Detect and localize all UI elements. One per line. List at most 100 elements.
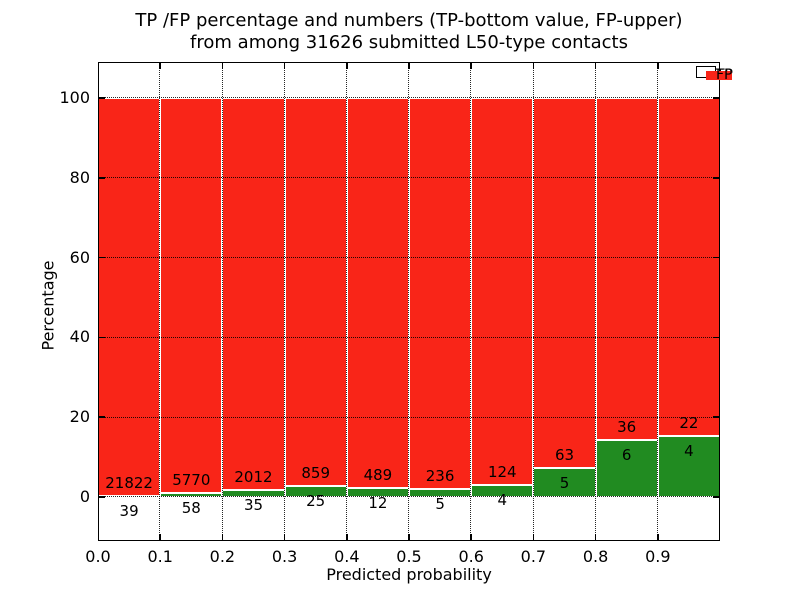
x-tick-top	[346, 62, 348, 69]
y-tick-right	[713, 97, 720, 99]
x-tick-label: 0.4	[334, 547, 360, 566]
fp-count-label: 2012	[234, 468, 273, 487]
y-tick-right	[713, 176, 720, 179]
y-tick-left	[98, 416, 105, 419]
x-tick-bottom	[657, 534, 659, 541]
x-axis-label: Predicted probability	[326, 565, 492, 584]
x-tick-label: 0.9	[645, 547, 671, 566]
x-gridline	[657, 62, 659, 541]
fp-count-label: 859	[301, 463, 330, 482]
legend: TPFP	[696, 66, 733, 82]
y-tick-left	[98, 97, 105, 99]
fp-count-label: 236	[425, 466, 455, 485]
y-tick-label: 20	[69, 407, 90, 427]
bar-fp-segment	[595, 97, 658, 441]
y-tick-left	[98, 496, 105, 498]
x-gridline	[159, 62, 161, 541]
chart-title-line2: from among 31626 submitted L50-type cont…	[190, 32, 628, 53]
y-tick-right	[713, 256, 720, 259]
y-tick-label: 100	[59, 87, 90, 107]
x-gridline	[408, 62, 410, 541]
plot-area: 21822 39 5770 58 2012 35 859 25 489 12 236 5 124 4 63 5…	[98, 62, 733, 541]
bar-fp-segment	[471, 97, 534, 485]
fp-count-label: 22	[679, 413, 699, 432]
x-gridline	[532, 62, 534, 541]
y-tick-label: 40	[69, 327, 90, 347]
bar-tp-segment	[533, 467, 596, 498]
y-gridline	[98, 97, 720, 99]
x-tick-label: 0.3	[271, 547, 298, 566]
tp-count-label: 5	[559, 473, 570, 492]
y-tick-left	[98, 256, 105, 259]
tick-layer	[98, 62, 720, 541]
bar-fp-segment	[346, 97, 409, 488]
bars-layer	[98, 62, 720, 541]
x-tick-top	[470, 62, 472, 69]
y-tick-left	[98, 176, 105, 179]
bar-tp-segment	[657, 435, 720, 498]
x-tick-bottom	[283, 534, 286, 541]
tp-count-label: 58	[181, 499, 201, 518]
fp-count-label: 21822	[105, 474, 153, 493]
x-tick-bottom	[408, 534, 410, 541]
x-tick-label: 0.5	[396, 547, 422, 566]
bar-fp-segment	[284, 97, 347, 486]
tp-count-label: 12	[368, 493, 388, 512]
y-tick-right	[713, 336, 720, 339]
fp-count-label: 489	[363, 465, 393, 484]
x-gridline	[283, 62, 285, 541]
x-tick-label: 0.7	[520, 547, 547, 566]
chart-title-line1: TP /FP percentage and numbers (TP-bottom…	[135, 10, 683, 31]
x-gridline	[594, 62, 596, 541]
tp-count-label: 25	[306, 491, 326, 510]
bar-fp-segment	[98, 97, 161, 497]
x-tick-label: 0.0	[85, 547, 111, 566]
bar-label-layer: 21822 39 5770 58 2012 35 859 25 489 12 236 5 124 4 63 5…	[98, 62, 720, 541]
x-tick-top	[283, 62, 286, 69]
x-gridline	[221, 62, 223, 541]
bar-fp-segment	[222, 97, 285, 491]
tp-count-label: 39	[119, 502, 139, 521]
y-gridline	[98, 177, 720, 178]
y-gridline	[98, 416, 720, 418]
tp-count-label: 4	[497, 490, 508, 509]
fp-count-label: 5770	[172, 471, 211, 490]
x-tick-top	[159, 62, 161, 69]
x-tick-bottom	[221, 534, 224, 541]
x-tick-bottom	[470, 534, 472, 541]
tp-count-label: 4	[684, 441, 694, 460]
fp-count-label: 36	[617, 418, 637, 437]
x-gridline	[346, 62, 348, 541]
tp-count-label: 5	[435, 494, 445, 513]
legend-label-fp: FP	[716, 67, 733, 83]
bar-fp-segment	[533, 97, 596, 468]
y-gridline	[98, 336, 720, 338]
bar-fp-segment	[657, 97, 720, 436]
y-tick-label: 80	[69, 167, 90, 187]
y-tick-label: 0	[79, 487, 90, 507]
x-tick-label: 0.2	[209, 547, 236, 566]
x-tick-bottom	[346, 534, 348, 541]
fp-count-label: 124	[487, 462, 517, 481]
y-gridline	[98, 256, 720, 258]
y-tick-right	[713, 416, 720, 419]
x-tick-label: 0.8	[582, 547, 609, 566]
y-tick-right	[713, 496, 720, 498]
x-tick-top	[657, 62, 659, 69]
bar-fp-segment	[409, 97, 472, 489]
x-tick-label: 0.6	[458, 547, 484, 566]
x-gridline	[470, 62, 472, 541]
x-tick-bottom	[159, 534, 161, 541]
y-tick-left	[98, 336, 105, 339]
tp-count-label: 35	[243, 496, 264, 515]
x-tick-top	[532, 62, 535, 69]
x-tick-bottom	[532, 534, 535, 541]
tp-count-label: 6	[621, 446, 632, 465]
x-tick-top	[408, 62, 410, 69]
x-tick-top	[594, 62, 597, 69]
x-tick-bottom	[594, 534, 597, 541]
bar-fp-segment	[160, 97, 223, 494]
fp-count-label: 63	[554, 445, 575, 464]
x-tick-top	[221, 62, 224, 69]
